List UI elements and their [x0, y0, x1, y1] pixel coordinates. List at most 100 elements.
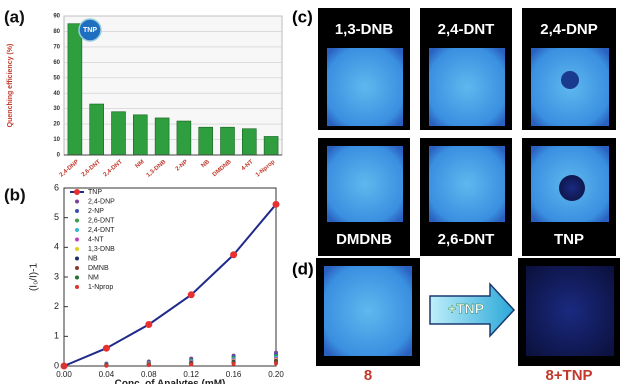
bar — [111, 111, 126, 156]
tile-photo — [429, 48, 505, 126]
bar — [220, 126, 235, 156]
y-tick-label: 1 — [54, 331, 59, 341]
legend-label: 1,3-DNB — [88, 246, 115, 253]
legend-marker — [75, 218, 79, 223]
legend-marker — [75, 237, 79, 242]
x-tick-label: 1,3-DNB — [146, 159, 168, 179]
tile-photo — [429, 146, 505, 222]
x-tick-label: 0.12 — [183, 370, 199, 379]
x-tick-label: 1-Nprop — [255, 159, 277, 179]
data-point — [274, 361, 278, 366]
tile-photo — [327, 146, 403, 222]
panel-label: (a) — [4, 7, 25, 26]
bar — [242, 128, 257, 156]
legend-marker — [75, 199, 79, 204]
y-tick-label: 80 — [53, 29, 60, 35]
y-tick-label: 30 — [53, 106, 60, 112]
panel-label: (b) — [4, 185, 26, 204]
tile-label: DMDNB — [336, 231, 392, 248]
legend-marker — [75, 275, 79, 280]
legend-label: DMNB — [88, 265, 109, 272]
y-tick-label: 90 — [53, 14, 60, 20]
legend-label: NB — [88, 255, 98, 262]
y-axis-label: Quenching efficiency (%) — [7, 44, 14, 128]
data-point — [272, 200, 280, 208]
x-tick-label: 0.00 — [56, 370, 72, 379]
caption: 8 — [364, 367, 372, 384]
arrow — [429, 282, 516, 338]
annotation: TNP — [83, 27, 97, 34]
x-tick-label: 2,4-DNP — [59, 159, 80, 178]
legend-marker — [75, 247, 79, 251]
annotation-badge — [78, 18, 102, 42]
legend-label: 1-Nprop — [88, 284, 113, 291]
data-point — [187, 291, 195, 299]
x-tick-label: NB — [201, 159, 212, 170]
legend-label: 2,4-DNP — [88, 198, 115, 205]
bar — [263, 136, 279, 156]
data-point — [104, 363, 109, 368]
legend-label: 2,6-DNT — [88, 217, 115, 224]
y-tick-label: 5 — [54, 212, 59, 222]
legend-label: TNP — [88, 189, 102, 196]
y-tick-label: 0 — [57, 153, 61, 159]
data-point — [230, 251, 238, 259]
legend-marker — [75, 228, 79, 232]
y-tick-label: 70 — [53, 44, 60, 50]
data-point — [102, 344, 110, 352]
x-tick-label: 4-NT — [241, 159, 255, 172]
tile-label: 1,3-DNB — [335, 21, 394, 38]
bar — [154, 117, 170, 156]
data-point — [146, 363, 151, 368]
arrow-label: +TNP — [448, 301, 484, 317]
x-axis-label: Conc. of Analytes (mM) — [115, 379, 226, 384]
legend-marker — [75, 209, 79, 213]
x-tick-label: 0.20 — [268, 370, 284, 379]
legend-label: NM — [88, 274, 99, 281]
quench-spot — [559, 175, 585, 201]
tile-label: TNP — [554, 231, 584, 248]
panel-c: (c) 1,3-DNB 2,4-DNT 2,4-DNP DMDNB 2,6-DN… — [292, 7, 616, 256]
tile-photo — [327, 48, 403, 126]
x-tick-label: 2-NP — [175, 159, 189, 172]
y-tick-label: 4 — [54, 242, 59, 252]
bar — [89, 103, 104, 156]
data-point — [231, 361, 236, 366]
legend-label: 4-NT — [88, 236, 104, 243]
y-tick-label: 50 — [53, 75, 60, 81]
y-tick-label: 6 — [54, 182, 59, 192]
tile-label: 2,4-DNT — [438, 21, 495, 38]
x-tick-label: 0.04 — [99, 370, 115, 379]
panel-label: (c) — [292, 7, 313, 26]
x-tick-label: 2,4-DNT — [103, 159, 124, 178]
legend-marker — [75, 256, 79, 261]
panel-d: (d) +TNP 8 8+TNP — [292, 258, 620, 384]
data-point — [145, 320, 153, 328]
data-point — [189, 362, 194, 367]
bar — [67, 23, 83, 156]
y-tick-label: 2 — [54, 301, 59, 311]
data-point — [62, 364, 66, 368]
legend-marker — [75, 285, 79, 289]
x-tick-label: 0.16 — [226, 370, 242, 379]
x-tick-label: 2,6-DNT — [81, 159, 102, 178]
y-tick-label: 10 — [53, 137, 60, 143]
x-tick-label: DMDNB — [212, 159, 233, 178]
bar — [198, 126, 213, 156]
quench-spot — [561, 71, 579, 89]
legend-marker — [75, 266, 79, 270]
panel-label: (d) — [292, 259, 314, 278]
bar — [133, 114, 148, 156]
x-tick-label: NM — [135, 159, 146, 170]
y-tick-label: 60 — [53, 60, 60, 66]
tile-label: 2,4-DNP — [540, 21, 598, 38]
legend-label: 2,4-DNT — [88, 227, 115, 234]
y-axis-label: (I₀/I)-1 — [29, 263, 40, 291]
y-tick-label: 0 — [54, 360, 59, 370]
legend-marker — [74, 189, 80, 195]
caption: 8+TNP — [545, 367, 592, 384]
y-tick-label: 20 — [53, 122, 60, 128]
tile-label: 2,6-DNT — [438, 231, 495, 248]
tile-photo — [526, 266, 614, 356]
